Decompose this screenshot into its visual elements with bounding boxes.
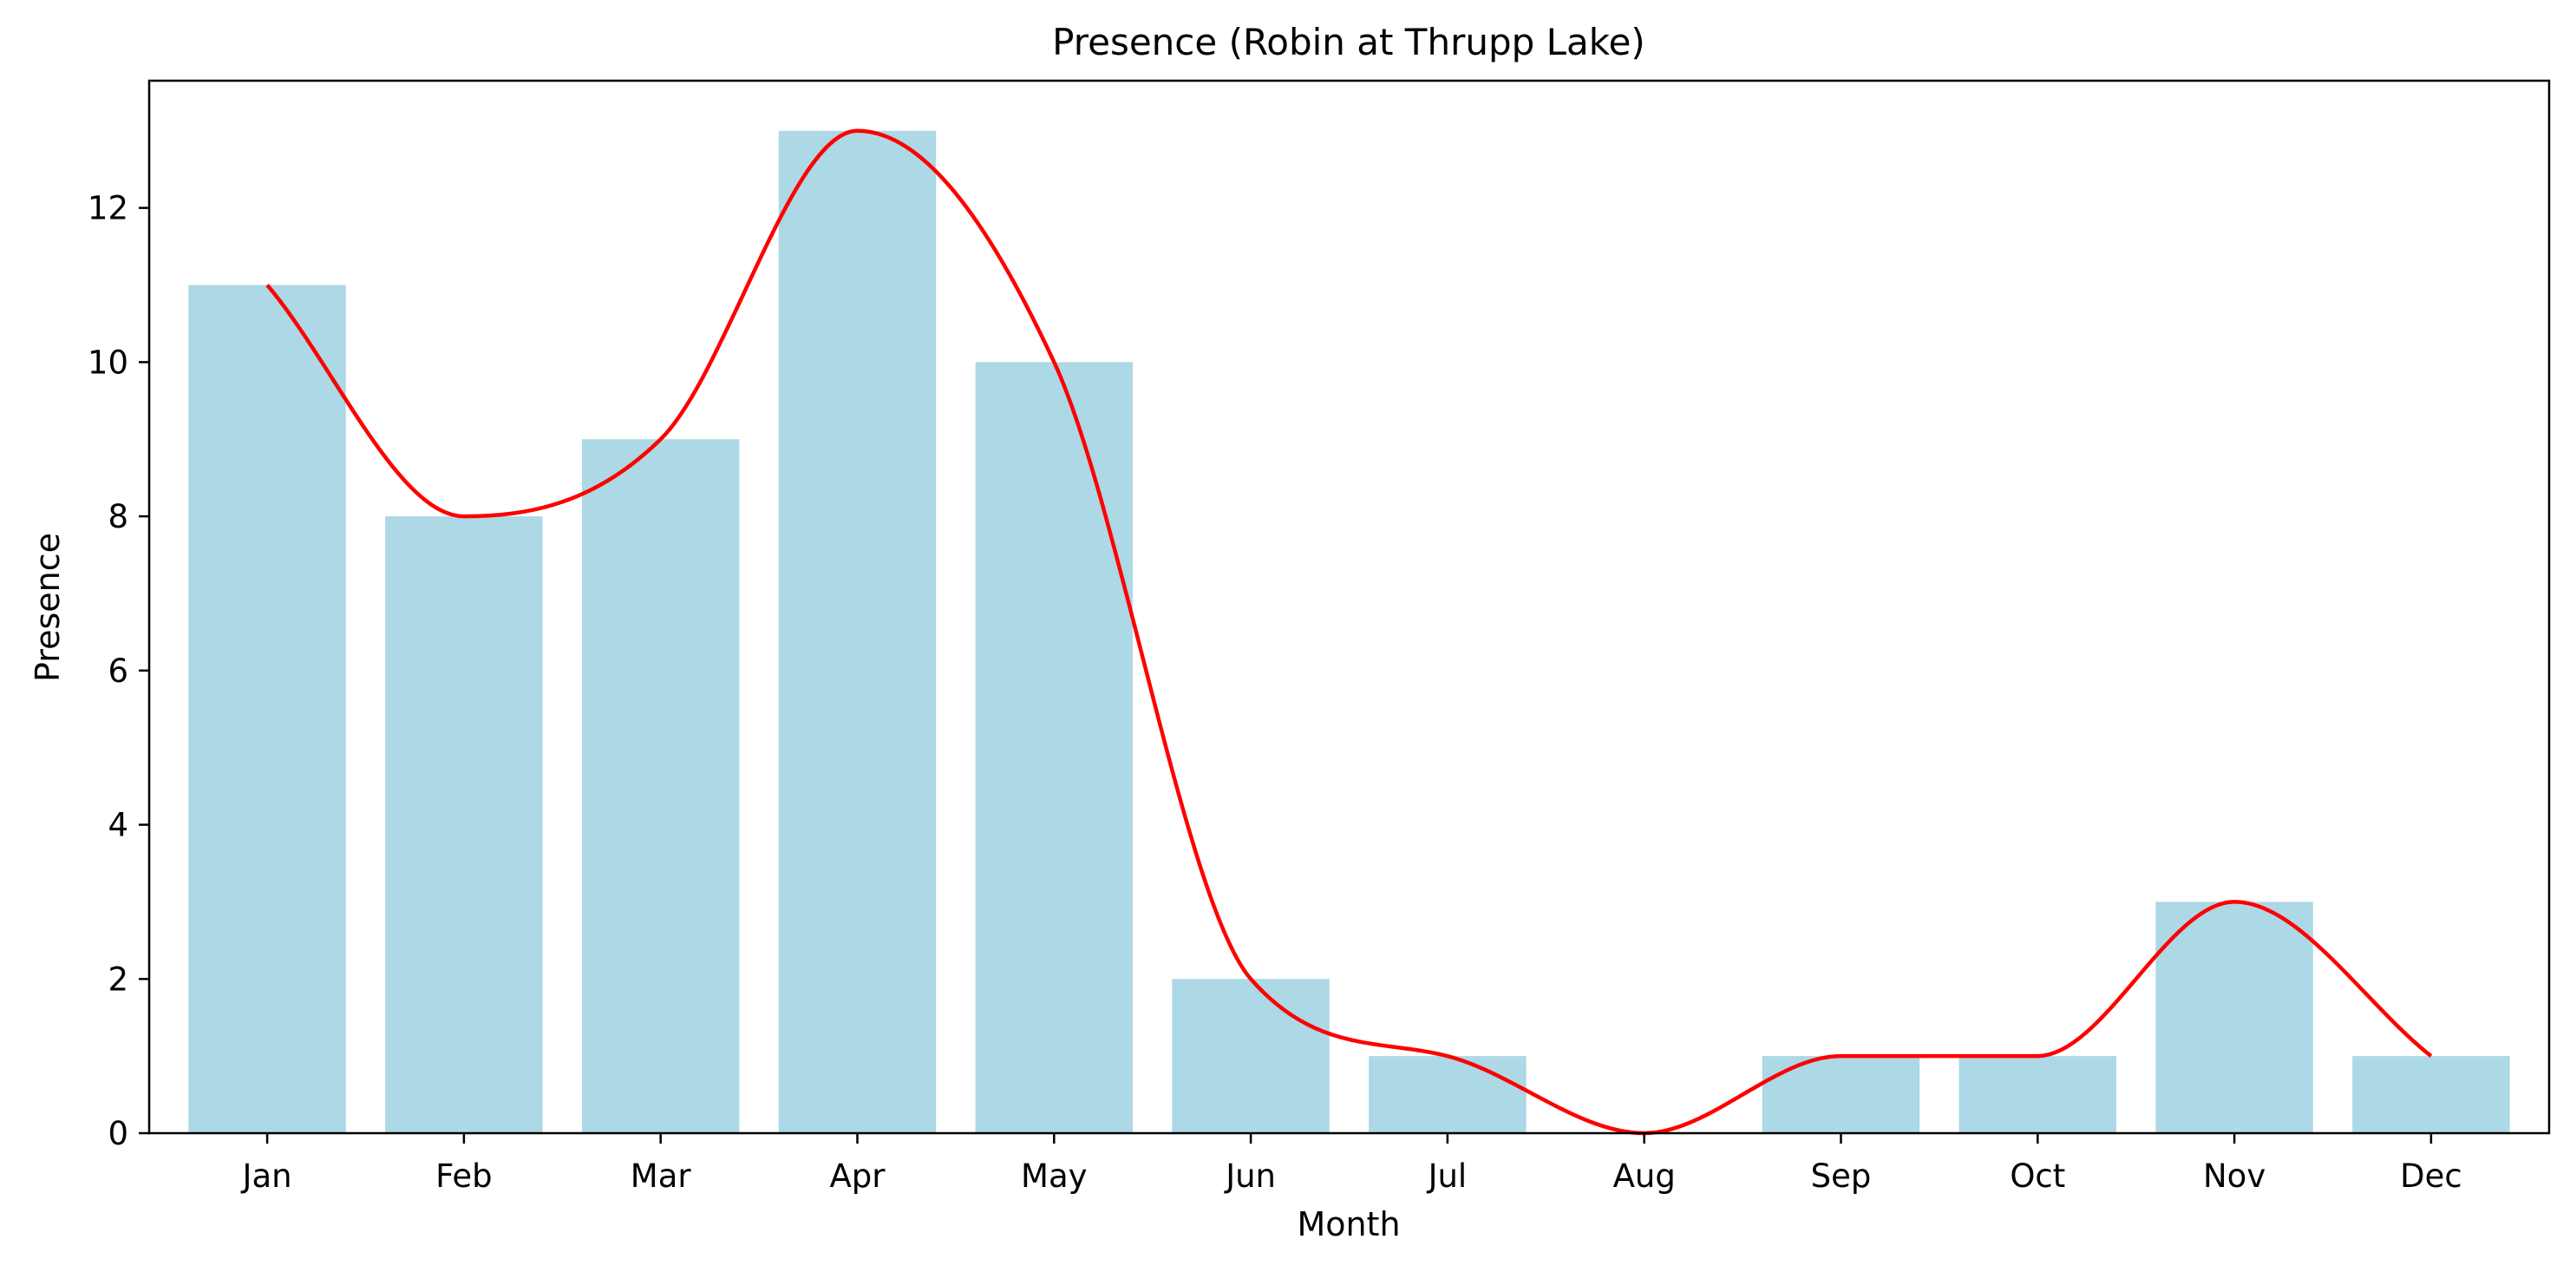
x-tick-label-oct: Oct bbox=[2010, 1157, 2065, 1195]
y-tick-label: 0 bbox=[108, 1115, 128, 1152]
x-tick-label-dec: Dec bbox=[2400, 1157, 2462, 1195]
x-tick-label-jul: Jul bbox=[1427, 1157, 1468, 1195]
y-axis-ticks: 0 2 4 6 8 10 12 bbox=[88, 190, 149, 1152]
x-tick-label-mar: Mar bbox=[631, 1157, 692, 1195]
x-tick-label-jun: Jun bbox=[1224, 1157, 1276, 1195]
x-tick-label-nov: Nov bbox=[2203, 1157, 2265, 1195]
trend-line bbox=[265, 128, 2433, 1136]
x-tick-label-jan: Jan bbox=[241, 1157, 292, 1195]
plot-frame bbox=[147, 79, 2551, 1135]
bar-jul bbox=[1369, 1056, 1527, 1133]
y-tick-label: 2 bbox=[108, 961, 128, 998]
x-tick-label-aug: Aug bbox=[1613, 1157, 1676, 1195]
chart-title: Presence (Robin at Thrupp Lake) bbox=[1052, 21, 1645, 63]
bar-oct bbox=[1958, 1056, 2117, 1133]
x-tick-label-apr: Apr bbox=[829, 1157, 886, 1195]
y-tick-label: 4 bbox=[108, 807, 128, 844]
y-tick-label: 6 bbox=[108, 652, 128, 690]
bar-sep bbox=[1762, 1056, 1920, 1133]
trend-line-layer bbox=[265, 128, 2433, 1136]
x-tick-label-may: May bbox=[1021, 1157, 1088, 1195]
x-tick-label-sep: Sep bbox=[1811, 1157, 1872, 1195]
bar-jan bbox=[188, 285, 346, 1133]
bar-apr bbox=[778, 130, 937, 1133]
bars bbox=[188, 130, 2510, 1133]
x-tick-label-feb: Feb bbox=[435, 1157, 493, 1195]
y-tick-label: 10 bbox=[88, 344, 128, 381]
y-tick-label: 12 bbox=[88, 190, 128, 227]
bar-nov bbox=[2155, 902, 2313, 1133]
y-axis-label: Presence bbox=[29, 533, 67, 682]
x-axis-ticks: Jan Feb Mar Apr May Jun Jul Aug Sep Oct Nov Dec bbox=[241, 1133, 2462, 1195]
bar-may bbox=[975, 362, 1134, 1133]
y-tick-label: 8 bbox=[108, 498, 128, 535]
x-axis-label: Month bbox=[1297, 1205, 1400, 1243]
bar-feb bbox=[385, 516, 543, 1133]
bar-dec bbox=[2352, 1056, 2510, 1133]
bar-jun bbox=[1172, 979, 1330, 1133]
bar-mar bbox=[581, 439, 740, 1133]
